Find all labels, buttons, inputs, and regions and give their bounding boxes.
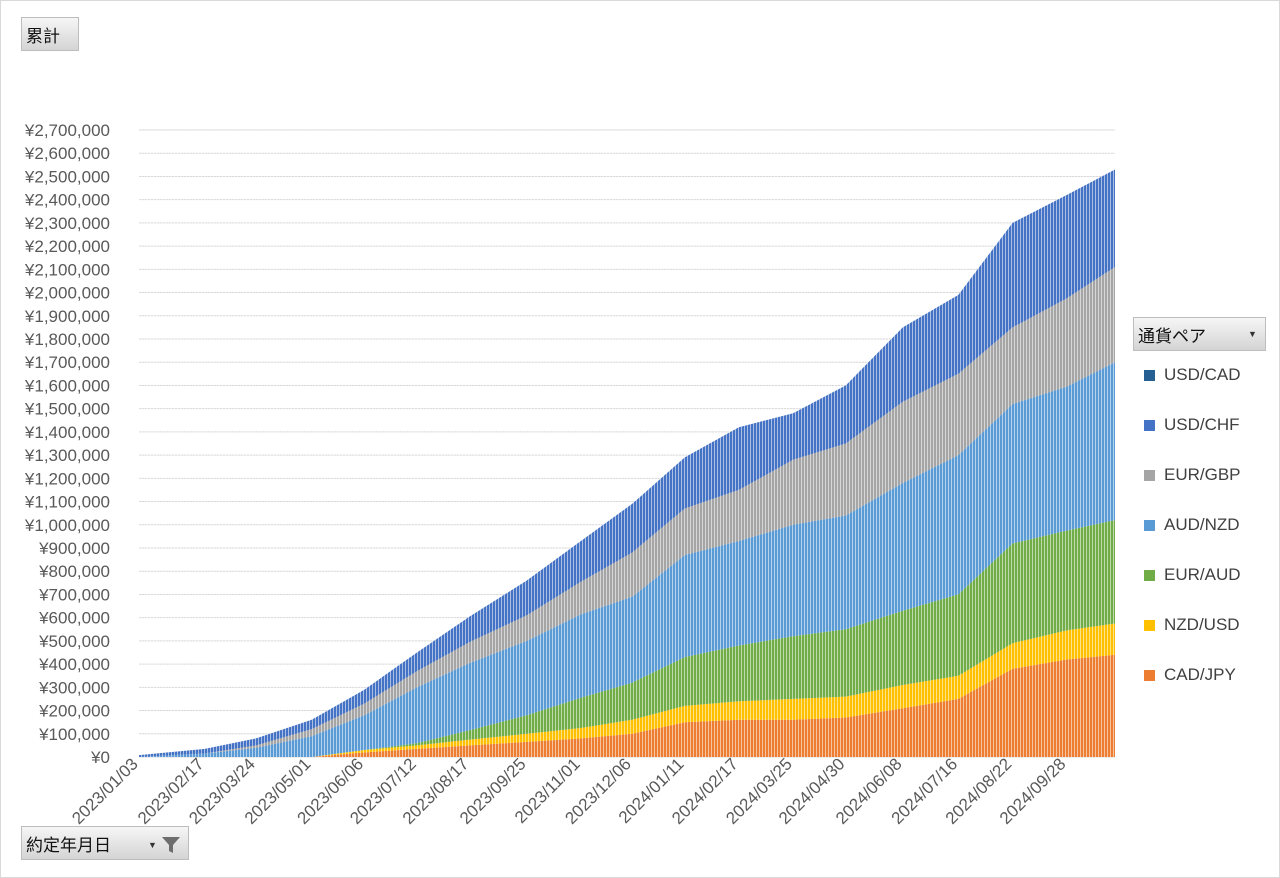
y-tick-label: ¥2,500,000 xyxy=(24,167,110,186)
y-tick-label: ¥1,900,000 xyxy=(24,307,110,326)
y-tick-label: ¥500,000 xyxy=(38,632,110,651)
legend-label: NZD/USD xyxy=(1164,615,1240,634)
legend-item[interactable]: AUD/NZD xyxy=(1144,515,1240,535)
value-field-label: 累計 xyxy=(26,26,60,46)
legend-label: USD/CHF xyxy=(1164,415,1240,434)
legend-item[interactable]: USD/CHF xyxy=(1144,415,1240,435)
legend-item[interactable]: NZD/USD xyxy=(1144,615,1240,635)
y-tick-label: ¥1,400,000 xyxy=(24,423,110,442)
column-stripe-overlay xyxy=(139,130,1115,757)
legend-label: CAD/JPY xyxy=(1164,665,1236,684)
y-tick-label: ¥2,200,000 xyxy=(24,237,110,256)
legend-item[interactable]: EUR/AUD xyxy=(1144,565,1241,585)
y-tick-label: ¥2,000,000 xyxy=(24,284,110,303)
y-tick-label: ¥1,200,000 xyxy=(24,469,110,488)
x-axis-ticks: 2023/01/032023/02/172023/03/242023/05/01… xyxy=(68,754,1069,828)
legend-label: EUR/GBP xyxy=(1164,465,1241,484)
y-tick-label: ¥0 xyxy=(90,748,110,767)
y-tick-label: ¥700,000 xyxy=(38,585,110,604)
value-field-button[interactable]: 累計 xyxy=(21,17,79,51)
legend-swatch xyxy=(1144,569,1155,581)
legend-label: AUD/NZD xyxy=(1164,515,1240,534)
legend-swatch xyxy=(1144,669,1155,681)
series-field-button[interactable]: 通貨ペア ▼ xyxy=(1133,317,1266,351)
y-tick-label: ¥1,800,000 xyxy=(24,330,110,349)
legend-swatch xyxy=(1144,619,1155,631)
legend-item[interactable]: USD/CAD xyxy=(1144,365,1241,385)
y-tick-label: ¥1,500,000 xyxy=(24,400,110,419)
series-field-label: 通貨ペア xyxy=(1138,326,1206,346)
legend-swatch xyxy=(1144,469,1155,481)
y-tick-label: ¥300,000 xyxy=(38,678,110,697)
y-axis-ticks: ¥0 ¥100,000 ¥200,000 ¥300,000 ¥400,000 ¥500,0… xyxy=(24,121,110,767)
y-tick-label: ¥1,700,000 xyxy=(24,353,110,372)
y-tick-label: ¥1,600,000 xyxy=(24,376,110,395)
dropdown-arrow-icon[interactable]: ▼ xyxy=(1248,329,1257,339)
legend-label: EUR/AUD xyxy=(1164,565,1241,584)
y-tick-label: ¥100,000 xyxy=(38,725,110,744)
legend-item[interactable]: EUR/GBP xyxy=(1144,465,1241,485)
y-tick-label: ¥400,000 xyxy=(38,655,110,674)
y-tick-label: ¥2,700,000 xyxy=(24,121,110,140)
date-field-button[interactable]: 約定年月日 ▼ xyxy=(21,826,189,860)
y-tick-label: ¥200,000 xyxy=(38,702,110,721)
legend-swatch xyxy=(1144,519,1155,531)
y-tick-label: ¥1,300,000 xyxy=(24,446,110,465)
date-field-label: 約定年月日 xyxy=(26,835,111,855)
y-tick-label: ¥1,100,000 xyxy=(24,493,110,512)
legend-label: USD/CAD xyxy=(1164,365,1241,384)
legend-swatch xyxy=(1144,369,1155,381)
y-tick-label: ¥800,000 xyxy=(38,562,110,581)
filter-icon[interactable] xyxy=(160,834,182,856)
y-tick-label: ¥1,000,000 xyxy=(24,516,110,535)
legend-swatch xyxy=(1144,419,1155,431)
dropdown-arrow-icon[interactable]: ▼ xyxy=(148,840,157,850)
y-tick-label: ¥600,000 xyxy=(38,609,110,628)
y-tick-label: ¥2,100,000 xyxy=(24,260,110,279)
y-tick-label: ¥900,000 xyxy=(38,539,110,558)
y-tick-label: ¥2,400,000 xyxy=(24,191,110,210)
legend-item[interactable]: CAD/JPY xyxy=(1144,665,1236,685)
y-tick-label: ¥2,300,000 xyxy=(24,214,110,233)
y-tick-label: ¥2,600,000 xyxy=(24,144,110,163)
